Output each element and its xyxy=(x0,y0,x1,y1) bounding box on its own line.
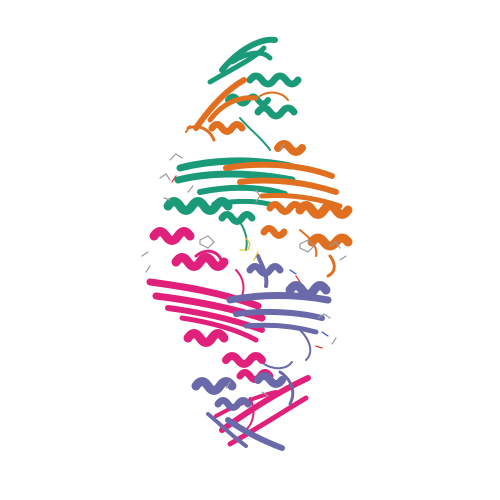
ligand-sticks xyxy=(141,143,347,397)
chain-a-ribbon xyxy=(185,77,353,278)
chain-b-ribbon xyxy=(163,36,302,251)
chain-c-ribbon xyxy=(146,227,311,447)
chain-d-ribbon xyxy=(191,254,332,451)
